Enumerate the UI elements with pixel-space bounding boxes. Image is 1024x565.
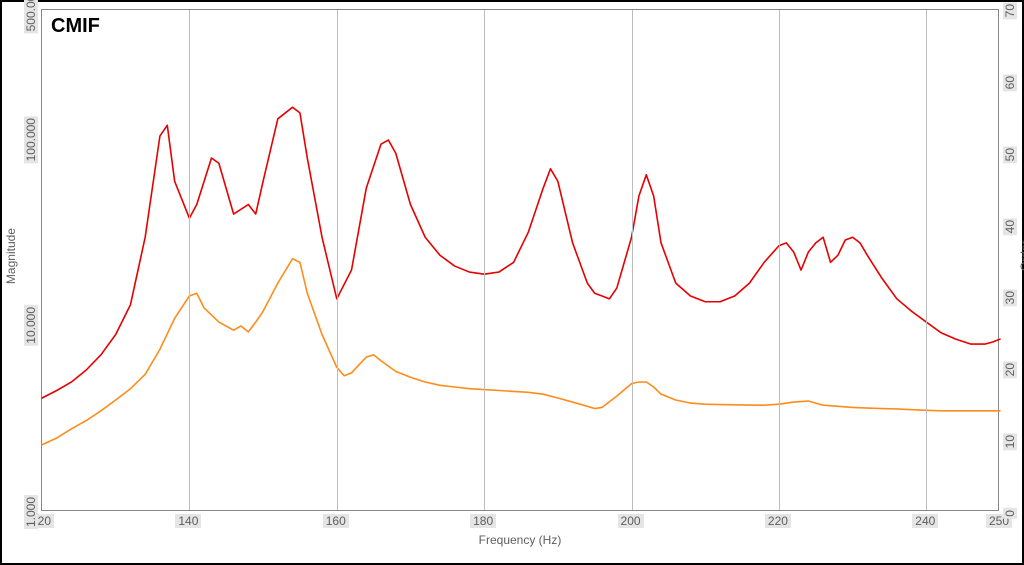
- y-right-tick-label: 40: [1003, 218, 1017, 235]
- x-tick-label: 140: [175, 514, 201, 528]
- x-tick-label: 200: [618, 514, 644, 528]
- x-axis-label: Frequency (Hz): [479, 533, 562, 547]
- chart-container: CMIF Frequency (Hz) Magnitude Order 1201…: [0, 0, 1024, 565]
- x-gridline: [779, 10, 780, 510]
- y-axis-right-label: Order: [1018, 241, 1024, 272]
- y-axis-left-label: Magnitude: [4, 228, 18, 284]
- y-right-tick-label: 50: [1003, 146, 1017, 163]
- x-gridline: [484, 10, 485, 510]
- y-right-tick-label: 70: [1003, 2, 1017, 19]
- x-tick-label: 160: [323, 514, 349, 528]
- y-left-tick-label: 100.000: [24, 116, 38, 163]
- y-right-tick-label: 60: [1003, 74, 1017, 91]
- x-gridline: [337, 10, 338, 510]
- y-left-tick-label: 500.000: [24, 0, 38, 33]
- x-tick-label: 180: [470, 514, 496, 528]
- x-tick-label: 220: [765, 514, 791, 528]
- x-gridline: [926, 10, 927, 510]
- y-right-tick-label: 10: [1003, 433, 1017, 450]
- series-cmif-2: [42, 259, 1000, 445]
- y-right-tick-label: 30: [1003, 289, 1017, 306]
- x-tick-label: 240: [912, 514, 938, 528]
- y-right-tick-label: 0: [1003, 508, 1017, 519]
- series-cmif-1: [42, 107, 1000, 398]
- y-left-tick-label: 1.000: [24, 495, 38, 529]
- lines-svg: [42, 10, 1000, 512]
- x-gridline: [189, 10, 190, 510]
- plot-area: [41, 9, 999, 511]
- y-left-tick-label: 10.000: [24, 305, 38, 346]
- chart-title: CMIF: [51, 15, 100, 38]
- x-gridline: [632, 10, 633, 510]
- y-right-tick-label: 20: [1003, 361, 1017, 378]
